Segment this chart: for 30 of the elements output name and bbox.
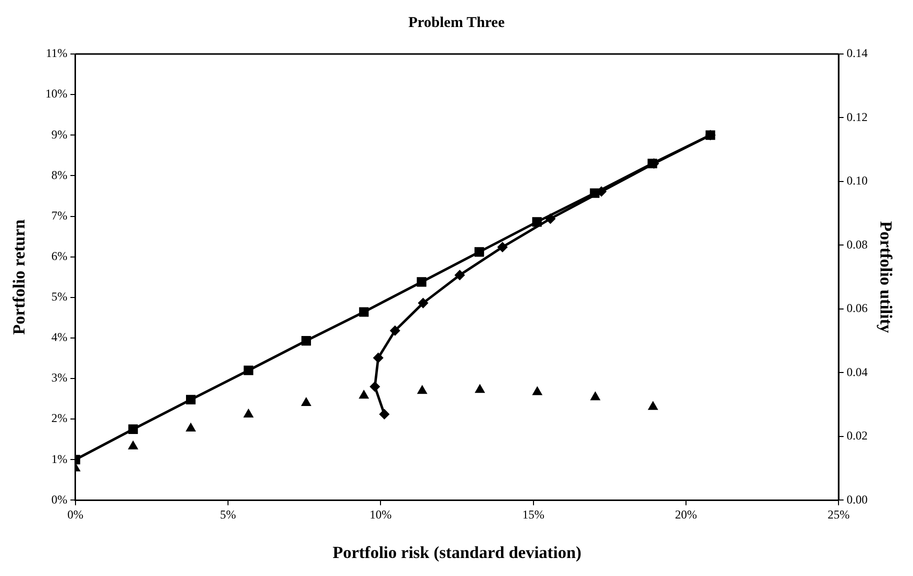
x-tick-label: 25% (828, 508, 850, 522)
x-axis-title: Portfolio risk (standard deviation) (332, 543, 582, 562)
y2-tick-label: 0.10 (846, 174, 868, 188)
x-tick-label: 0% (67, 508, 84, 522)
y-axis-title: Portfolio return (10, 218, 29, 335)
y2-tick-label: 0.00 (846, 492, 868, 506)
y-tick-label: 5% (51, 290, 68, 304)
x-tick-label: 20% (674, 508, 697, 522)
y-tick-label: 8% (51, 168, 68, 182)
y-tick-label: 10% (45, 86, 68, 101)
chart-title: Problem Three (408, 14, 505, 31)
y-tick-label: 2% (51, 411, 68, 426)
y-tick-label: 0% (51, 492, 68, 506)
x-tick-label: 15% (522, 508, 544, 522)
y2-tick-label: 0.06 (846, 301, 868, 316)
x-tick-label: 10% (370, 508, 392, 522)
y-tick-label: 9% (51, 127, 68, 142)
y2-tick-label: 0.12 (846, 110, 868, 124)
y-tick-label: 11% (46, 46, 68, 60)
y-tick-label: 1% (51, 452, 68, 466)
y2-axis-title: Portfolio utility (876, 221, 896, 334)
y-tick-label: 6% (51, 248, 68, 263)
y-tick-label: 3% (51, 370, 68, 385)
y-tick-label: 4% (51, 330, 68, 344)
y2-tick-label: 0.14 (846, 46, 868, 60)
x-tick-label: 5% (220, 508, 236, 522)
y2-tick-label: 0.08 (846, 237, 868, 252)
y2-tick-label: 0.02 (846, 428, 868, 443)
y2-tick-label: 0.04 (846, 364, 868, 379)
y-tick-label: 7% (51, 208, 68, 222)
